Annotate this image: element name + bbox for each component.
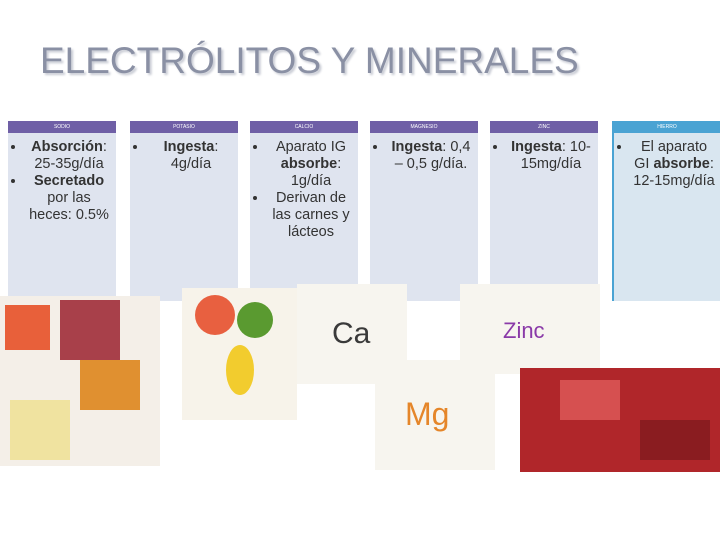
bullet-list: Absorción: 25-35g/díaSecretado por las h…: [14, 139, 112, 224]
food: [60, 300, 120, 360]
zinc-foods: [460, 284, 600, 374]
bullet: Derivan de las carnes y lácteos: [268, 190, 354, 241]
bullet-text: Absorción: [31, 139, 103, 155]
bullet-text: Ingesta: [511, 139, 562, 155]
bullet-text: : 10-15mg/día: [520, 139, 591, 172]
bullet-text: : 4g/día: [170, 139, 219, 172]
bullet-text: Aparato IG: [275, 139, 347, 155]
bullet: El aparato GI absorbe: 12-15mg/día: [632, 139, 716, 190]
column-header: POTASIO: [130, 121, 238, 133]
column-header: HIERRO: [614, 121, 720, 133]
bullet-text: : 0,4 – 0,5 g/día.: [394, 139, 471, 172]
bullet-list: Ingesta: 0,4 – 0,5 g/día.: [376, 139, 474, 173]
bullet-text: Ingesta: [391, 139, 443, 155]
food: [226, 345, 254, 395]
bullet-list: Aparato IG absorbe: 1g/díaDerivan de las…: [256, 139, 354, 241]
bullet: Secretado por las heces: 0.5%: [26, 173, 112, 224]
column-header: SODIO: [8, 121, 116, 133]
bullet-text: por las heces: 0.5%: [29, 190, 109, 223]
bullet-text: El aparato GI: [634, 139, 708, 172]
column-header: CALCIO: [250, 121, 358, 133]
column-header: MAGNESIO: [370, 121, 478, 133]
food: [237, 302, 273, 338]
column: HIERRO El aparato GI absorbe: 12-15mg/día: [612, 121, 720, 301]
column: POTASIO Ingesta: 4g/día: [130, 121, 238, 301]
food: [560, 380, 620, 420]
bullet-text: Derivan de las carnes y lácteos: [272, 190, 350, 240]
slide-title: ELECTRÓLITOS Y MINERALES: [40, 40, 579, 81]
bullet-text: Secretado: [33, 173, 105, 189]
food: [10, 400, 70, 460]
image-label: Zinc: [503, 318, 545, 343]
bullet-text: Ingesta: [163, 139, 215, 155]
bullet: Ingesta: 4g/día: [148, 139, 234, 173]
bullet-text: : 1g/día: [290, 156, 342, 189]
food: [80, 360, 140, 410]
column: MAGNESIO Ingesta: 0,4 – 0,5 g/día.: [370, 121, 478, 301]
bullet: Aparato IG absorbe: 1g/día: [268, 139, 354, 190]
column: ZINC Ingesta: 10-15mg/día: [490, 121, 598, 301]
food: [5, 305, 50, 350]
magnesium-foods: [375, 360, 495, 470]
food: [640, 420, 710, 460]
bullet-list: Ingesta: 10-15mg/día: [496, 139, 594, 173]
bullet-text: : 25-35g/día: [34, 139, 107, 172]
bullet-list: El aparato GI absorbe: 12-15mg/día: [620, 139, 716, 190]
column: CALCIO Aparato IG absorbe: 1g/díaDerivan …: [250, 121, 358, 301]
food: [195, 295, 235, 335]
image-label: Ca: [332, 317, 371, 350]
column: SODIO Absorción: 25-35g/díaSecretado por …: [8, 121, 116, 301]
bullet: Ingesta: 0,4 – 0,5 g/día.: [388, 139, 474, 173]
column-header: ZINC: [490, 121, 598, 133]
bullet-list: Ingesta: 4g/día: [136, 139, 234, 173]
image-label: Mg: [405, 396, 449, 432]
bullet-text: absorbe: [280, 156, 338, 172]
bullet-text: absorbe: [653, 156, 710, 172]
bullet: Absorción: 25-35g/día: [26, 139, 112, 173]
bullet-text: : 12-15mg/día: [633, 156, 715, 189]
bullet: Ingesta: 10-15mg/día: [508, 139, 594, 173]
